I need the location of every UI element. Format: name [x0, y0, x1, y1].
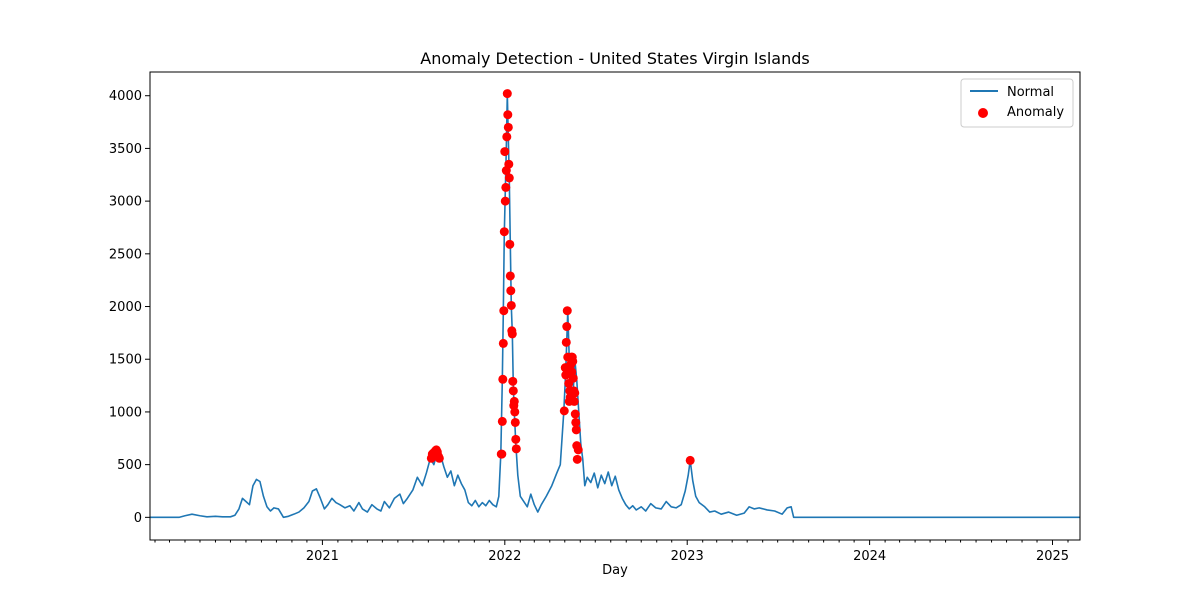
- legend-anomaly-label: Anomaly: [1007, 105, 1064, 120]
- anomaly-point: [510, 407, 520, 417]
- anomaly-point: [498, 374, 508, 384]
- chart-title: Anomaly Detection - United States Virgin…: [420, 49, 809, 68]
- anomaly-point: [508, 376, 518, 386]
- y-tick-label: 4000: [109, 89, 142, 104]
- y-tick-label: 0: [134, 511, 142, 526]
- anomaly-point: [570, 409, 580, 419]
- anomaly-point: [505, 271, 515, 281]
- anomaly-point: [511, 434, 521, 444]
- y-tick-label: 3500: [109, 142, 142, 157]
- y-tick-label: 2000: [109, 300, 142, 315]
- anomaly-point: [502, 132, 512, 142]
- anomaly-point: [500, 147, 510, 157]
- anomaly-point: [507, 329, 517, 339]
- anomaly-point: [510, 417, 520, 427]
- x-tick-label: 2021: [306, 549, 339, 564]
- anomaly-point: [499, 306, 509, 316]
- legend-anomaly-marker-icon: [978, 108, 988, 118]
- y-tick-label: 500: [117, 458, 142, 473]
- anomaly-point: [503, 110, 513, 120]
- anomaly-point: [508, 386, 518, 396]
- anomaly-point: [502, 89, 512, 99]
- y-tick-label: 1000: [109, 405, 142, 420]
- legend: Normal Anomaly: [960, 78, 1074, 128]
- legend-normal-label: Normal: [1007, 85, 1054, 100]
- anomaly-point: [497, 449, 507, 459]
- anomaly-point: [569, 396, 579, 406]
- anomaly-point: [504, 173, 514, 183]
- anomaly-point: [506, 286, 516, 296]
- x-tick-label: 2025: [1036, 549, 1069, 564]
- anomaly-point: [500, 196, 510, 206]
- anomaly-point: [562, 306, 572, 316]
- anomaly-point: [568, 356, 578, 366]
- y-tick-label: 3000: [109, 195, 142, 210]
- anomaly-point: [561, 337, 571, 347]
- anomaly-point: [506, 300, 516, 310]
- anomaly-point: [573, 445, 583, 455]
- anomaly-point: [501, 182, 511, 192]
- anomaly-point: [571, 425, 581, 435]
- x-tick-label: 2023: [671, 549, 704, 564]
- anomaly-point: [497, 416, 507, 426]
- anomaly-point: [499, 227, 509, 237]
- anomaly-point: [562, 322, 572, 332]
- y-axis: 0 500 1000 1500 2000 2500 3000 3500 4000: [109, 89, 150, 526]
- y-tick-label: 1500: [109, 353, 142, 368]
- anomaly-point: [511, 444, 521, 454]
- anomaly-point: [571, 417, 581, 427]
- anomaly-point: [505, 239, 515, 249]
- anomaly-point: [572, 454, 582, 464]
- anomaly-point: [509, 396, 519, 406]
- anomaly-point: [434, 453, 444, 463]
- x-tick-label: 2024: [853, 549, 886, 564]
- anomaly-point: [570, 388, 580, 398]
- y-tick-label: 2500: [109, 247, 142, 262]
- anomaly-point: [503, 122, 513, 132]
- anomaly-point: [498, 338, 508, 348]
- anomaly-point: [568, 373, 578, 383]
- x-axis: 2021 2022 2023 2024 2025: [154, 540, 1069, 564]
- anomaly-point: [504, 159, 514, 169]
- anomaly-point: [685, 455, 695, 465]
- plot-area: [150, 89, 1080, 519]
- x-axis-label: Day: [602, 563, 628, 578]
- x-tick-label: 2022: [488, 549, 521, 564]
- anomaly-point: [559, 406, 569, 416]
- plot-frame: [149, 71, 1081, 541]
